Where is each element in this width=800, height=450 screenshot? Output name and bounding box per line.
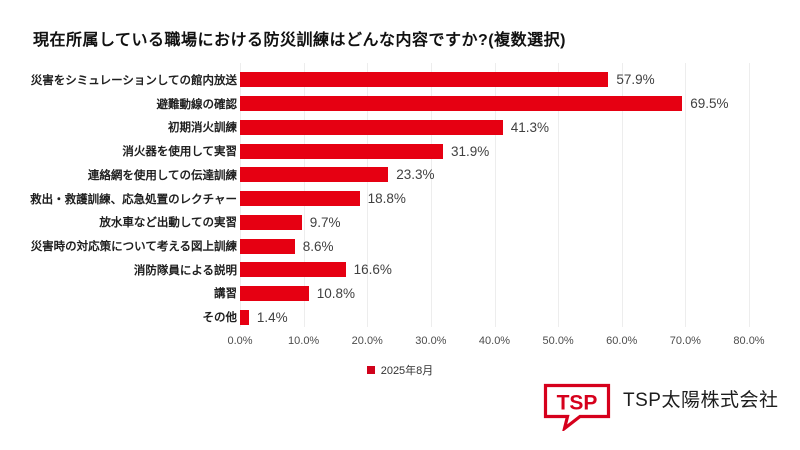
bar-row: 初期消火訓練 41.3% [0,115,800,139]
bar-row: 講習 10.8% [0,282,800,306]
value-label: 31.9% [450,143,490,159]
gridline [621,63,623,327]
category-label: 救出・救護訓練、応急処置のレクチャー [30,193,237,206]
value-label: 57.9% [616,72,655,88]
bar-row: その他 1.4% [0,305,800,329]
value-label: 69.5% [690,96,729,112]
legend-label: 2025年8月 [380,365,434,377]
x-tick-label: 20.0% [351,335,383,347]
category-label: 連絡網を使用しての伝達訓練 [87,169,237,182]
gridline [685,63,687,327]
category-label: 災害時の対応策について考える図上訓練 [30,241,237,253]
bar [240,214,302,230]
gridline [749,63,750,327]
value-label: 18.8% [367,191,406,207]
bar [240,285,309,301]
tsp-logo-icon: TSP [543,383,611,431]
bar [240,238,295,254]
x-tick-label: 70.0% [669,335,701,347]
bar-row: 救出・救護訓練、応急処置のレクチャー 18.8% [0,187,800,211]
bar-row: 消火器を使用して実習 31.9% [0,139,800,163]
bar-row: 災害をシミュレーションしての館内放送 57.9% [0,68,800,92]
value-label: 41.3% [510,119,550,135]
bar-row: 放水車など出動しての実習 9.7% [0,210,800,234]
bar-row: 災害時の対応策について考える図上訓練 8.6% [0,234,800,258]
value-label: 1.4% [256,309,288,325]
bar-row: 連絡網を使用しての伝達訓練 23.3% [0,163,800,187]
bar [240,309,249,325]
bar [240,167,389,183]
x-tick-label: 60.0% [606,335,638,347]
value-label: 23.3% [396,167,435,183]
value-label: 10.8% [316,285,355,301]
legend-marker-icon [366,366,375,374]
bar [240,262,346,278]
category-label: その他 [202,312,238,325]
category-label: 消火器を使用して実習 [122,146,237,159]
bar [240,143,443,159]
gridline [558,63,560,327]
bar-chart: 災害をシミュレーションしての館内放送 57.9% 避難動線の確認 69.5% 初… [0,68,800,329]
company-name: TSP太陽株式会社 [623,390,779,411]
x-tick-label: 0.0% [227,335,253,347]
category-label: 放水車など出動しての実習 [99,217,237,230]
bar-row: 消防隊員による説明 16.6% [0,258,800,282]
chart-title: 現在所属している職場における防災訓練はどんな内容ですか?(複数選択) [33,32,566,49]
bar-row: 避難動線の確認 69.5% [0,92,800,116]
category-label: 初期消火訓練 [168,122,237,135]
tsp-logo-text: TSP [557,392,598,415]
category-label: 講習 [214,288,237,301]
category-label: 災害をシミュレーションしての館内放送 [30,74,237,87]
value-label: 16.6% [353,262,392,278]
x-tick-label: 30.0% [415,335,447,347]
gridline [367,63,369,327]
gridline [430,63,432,327]
category-label: 避難動線の確認 [156,98,238,111]
bar [240,191,360,207]
value-label: 9.7% [309,214,341,230]
bar [240,96,683,112]
x-axis: 0.0% 10.0% 20.0% 30.0% 40.0% 50.0% 60.0%… [227,335,764,349]
gridline [494,63,496,327]
x-tick-label: 50.0% [542,335,574,347]
x-tick-label: 80.0% [733,335,765,347]
value-label: 8.6% [302,238,334,254]
legend: 2025年8月 [0,362,800,378]
bar [240,119,503,135]
x-tick-label: 40.0% [478,335,511,347]
company-footer: TSP TSP太陽株式会社 [543,383,778,431]
bar [240,72,609,88]
category-label: 消防隊員による説明 [133,264,237,277]
x-tick-label: 10.0% [288,335,320,347]
